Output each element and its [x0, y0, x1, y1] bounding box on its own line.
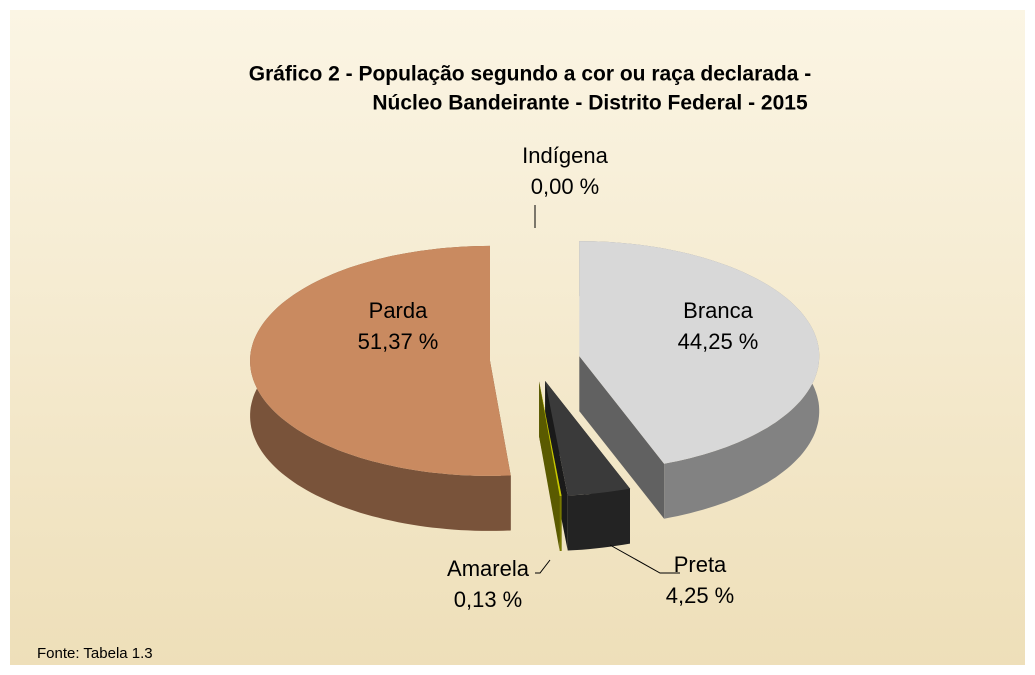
- slice-edge: [545, 381, 568, 551]
- slice-value-label: 0,00 %: [531, 174, 600, 199]
- chart-title: Gráfico 2 - População segundo a cor ou r…: [249, 63, 812, 86]
- slice-value-label: 44,25 %: [678, 329, 759, 354]
- slice-side: [567, 488, 630, 551]
- leader-line: [535, 559, 551, 574]
- slice-edge: [579, 356, 665, 519]
- chart-title: Núcleo Bandeirante - Distrito Federal - …: [372, 92, 808, 115]
- slice-side: [559, 496, 562, 551]
- leader-line: [609, 544, 680, 574]
- chart-background: [10, 10, 1025, 665]
- slice-top: [539, 381, 562, 496]
- slice: [579, 241, 820, 519]
- slice-value-label: 51,37 %: [358, 329, 439, 354]
- labels: Branca 44,25 % Preta 4,25 % Amarela 0,13 % Par…: [358, 143, 759, 612]
- slice: [539, 381, 562, 551]
- slice: [545, 381, 630, 551]
- slice-edge: [539, 381, 560, 551]
- slice-category-label: Indígena: [522, 143, 608, 168]
- slice-top: [250, 245, 511, 476]
- source-note: Fonte: Tabela 1.3: [37, 645, 153, 662]
- slice-top: [579, 241, 820, 464]
- slice-category-label: Parda: [369, 298, 428, 323]
- slice-category-label: Branca: [683, 298, 753, 323]
- pie: [250, 241, 820, 551]
- slice-category-label: Amarela: [447, 556, 530, 581]
- slice: [250, 245, 511, 531]
- slice-value-label: 0,13 %: [454, 587, 523, 612]
- slice-value-label: 4,25 %: [666, 583, 735, 608]
- slice-category-label: Preta: [674, 552, 727, 577]
- slice-top: [545, 381, 630, 496]
